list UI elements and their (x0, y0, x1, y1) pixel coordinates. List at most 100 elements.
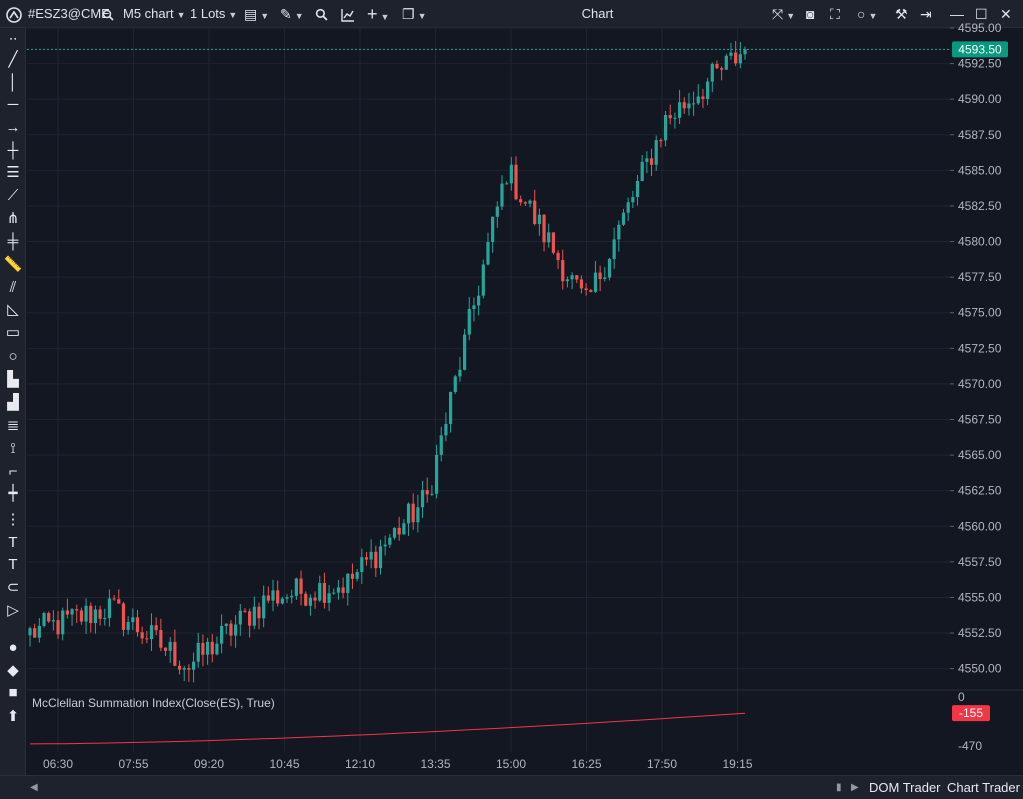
candle (406, 502, 411, 536)
candle (154, 617, 158, 636)
zoom-icon[interactable] (315, 0, 328, 28)
candle (65, 598, 69, 619)
crosshair-sync-icon[interactable]: ⤧ ▼ (772, 6, 796, 22)
candle (369, 539, 373, 569)
trend-line-icon[interactable]: ╱ (8, 51, 18, 68)
pen-icon[interactable]: ∙∙ (8, 30, 18, 47)
candle (229, 619, 233, 647)
candle (598, 265, 602, 291)
timeframe-dropdown[interactable]: M5 chart ▼ (123, 0, 186, 28)
levels-icon[interactable]: ≣ (6, 417, 20, 434)
price-axis-label: 4567.50 (958, 413, 1002, 427)
fullscreen-icon[interactable]: ⛶ (830, 6, 840, 22)
candle (285, 594, 289, 604)
symbol-selector[interactable]: #ESZ3@CME (28, 6, 110, 21)
square-icon[interactable]: ■ (8, 684, 18, 701)
text-fill-icon[interactable]: T (8, 534, 18, 551)
candle (706, 77, 710, 105)
candle (514, 156, 518, 201)
chart-type-icon[interactable]: ▤ ▼ (244, 6, 270, 22)
price-axis-label: 4580.00 (958, 235, 1002, 249)
diamond-icon[interactable]: ◆ (7, 662, 19, 679)
price-axis-label: 4595.00 (958, 21, 1002, 35)
arrow-icon[interactable]: → (5, 119, 21, 136)
candle (687, 92, 691, 116)
theme-icon[interactable]: ○ ▼ (857, 6, 878, 22)
candle (346, 573, 350, 606)
candle (355, 568, 359, 582)
triangle-icon[interactable]: ◺ (7, 301, 19, 318)
candle (374, 545, 378, 577)
price-label-icon[interactable]: ⊂ (6, 579, 20, 596)
arrow-up-icon[interactable]: ⬆ (6, 708, 20, 725)
candle (677, 89, 682, 125)
polyline-icon[interactable]: ⟋ (7, 187, 19, 204)
lots-dropdown[interactable]: 1 Lots ▼ (190, 0, 237, 28)
close-icon[interactable]: ✕ (1000, 6, 1012, 22)
ruler-icon[interactable]: 📏 (3, 256, 23, 273)
more-icon[interactable]: ⋮ (5, 511, 21, 528)
price-axis-label: 4572.50 (958, 341, 1002, 355)
price-axis-label: 4557.50 (958, 555, 1002, 569)
rectangle-icon[interactable]: ▭ (5, 324, 21, 341)
candle (617, 220, 621, 252)
time-axis-label: 13:35 (420, 757, 450, 771)
price-axis-label: 4565.00 (958, 448, 1002, 462)
pitchfork-icon[interactable]: ⋔ (6, 210, 20, 227)
fib-levels-icon[interactable]: ☰ (6, 164, 20, 181)
volume-profile-icon[interactable]: ▙ (7, 371, 19, 388)
candle (500, 175, 504, 210)
candle (187, 664, 191, 682)
symbol-search-icon[interactable] (102, 0, 114, 28)
bars-icon[interactable]: ▟ (7, 394, 19, 411)
candle (173, 629, 177, 667)
tab-dom-trader[interactable]: DOM Trader (869, 780, 941, 795)
candle (98, 605, 102, 626)
candle (364, 552, 369, 566)
candle (248, 608, 252, 638)
layout-icon[interactable]: ❐ ▼ (402, 6, 427, 22)
candle (603, 267, 607, 282)
gann-icon[interactable]: ╪ (7, 233, 19, 250)
candle (383, 535, 387, 556)
zigzag-icon[interactable]: ⟟ (10, 440, 16, 457)
tab-chart-trader[interactable]: Chart Trader (947, 780, 1020, 795)
candle (140, 626, 144, 644)
vertical-line-icon[interactable]: │ (8, 74, 18, 91)
candle (397, 516, 401, 541)
drawing-pen-icon[interactable]: ✎ ▼ (280, 6, 304, 22)
camera-icon[interactable]: ◙ (806, 6, 815, 22)
candle (126, 616, 130, 635)
candle (720, 66, 724, 81)
tag-icon[interactable]: ▷ (7, 602, 19, 619)
price-axis-label: 4570.00 (958, 377, 1002, 391)
scroll-right-icon[interactable]: ▶ (851, 782, 859, 793)
candle (612, 227, 616, 269)
candle (607, 258, 612, 281)
text-icon[interactable]: T (8, 556, 18, 573)
maximize-icon[interactable]: ☐ (975, 6, 988, 22)
scroll-left-icon[interactable]: ◀ (30, 782, 38, 793)
ticks-icon[interactable]: ┿ (8, 485, 18, 502)
candle (350, 563, 355, 590)
tools-icon[interactable]: ⚒ (895, 6, 908, 22)
pin-icon[interactable]: ⇥ (920, 6, 932, 22)
indicators-icon[interactable] (341, 0, 355, 28)
candle (542, 214, 546, 252)
add-icon[interactable]: + ▼ (367, 4, 390, 24)
step-icon[interactable]: ⌐ (8, 463, 18, 480)
indicator-value-tag (952, 705, 990, 722)
indicator-label[interactable]: McClellan Summation Index(Close(ES), Tru… (32, 696, 275, 710)
candle (257, 602, 261, 630)
dot-icon[interactable]: ● (8, 639, 18, 656)
horizontal-line-icon[interactable]: ─ (7, 96, 19, 113)
scroll-handle-icon[interactable]: ▮ (836, 782, 842, 793)
candle (575, 275, 579, 283)
minimize-icon[interactable]: — (950, 6, 964, 22)
channel-icon[interactable]: ⫽ (9, 279, 17, 296)
crosshair-icon[interactable]: ┼ (7, 142, 19, 159)
candle (663, 110, 668, 147)
circle-icon[interactable]: ○ (8, 348, 18, 365)
candle (149, 613, 154, 651)
